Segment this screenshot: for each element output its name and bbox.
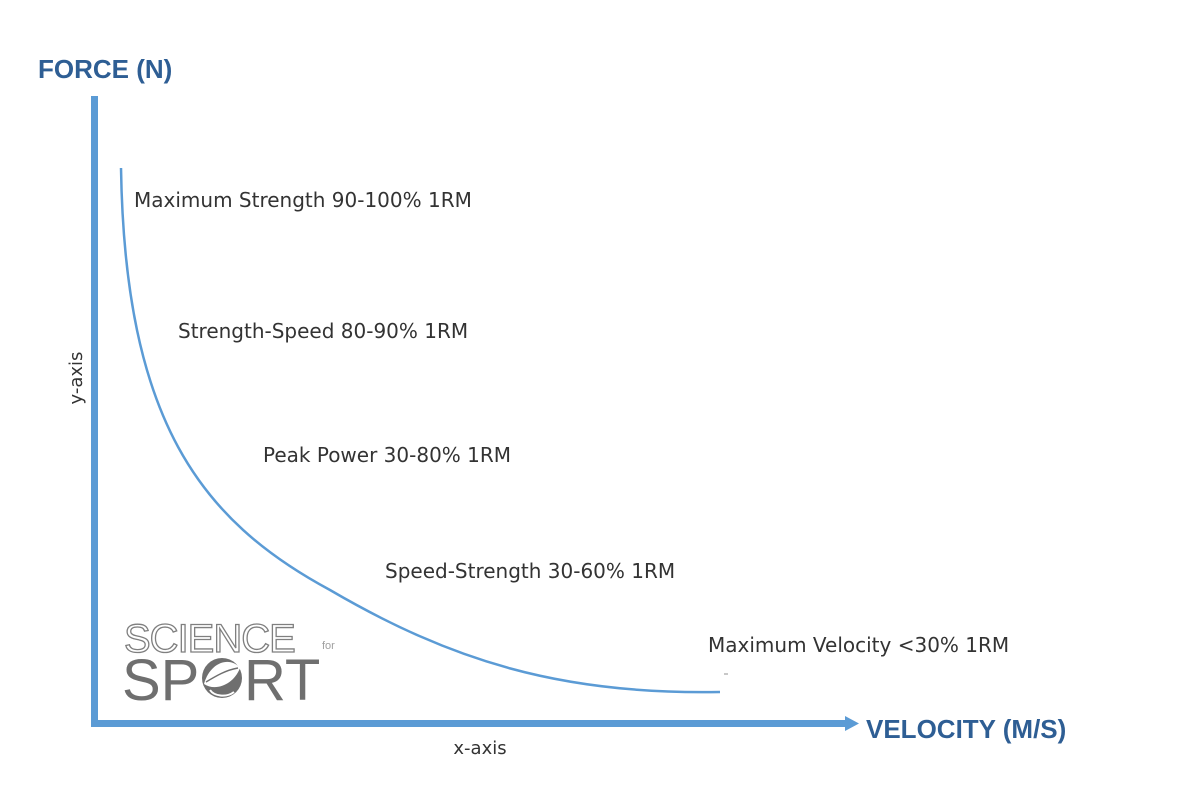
logo-for-text: for (322, 640, 335, 652)
force-velocity-curve (119, 167, 721, 694)
logo-rt-text: RT (244, 648, 320, 713)
zone-label-maximum-strength: Maximum Strength 90-100% 1RM (134, 188, 472, 212)
zone-label-strength-speed: Strength-Speed 80-90% 1RM (178, 319, 468, 343)
x-axis-line (91, 720, 849, 727)
x-axis-title: VELOCITY (M/S) (866, 714, 1066, 744)
y-axis-line (91, 96, 98, 726)
zone-label-speed-strength: Speed-Strength 30-60% 1RM (385, 559, 675, 583)
leaf-ball-icon (202, 658, 242, 698)
x-axis-arrow-icon (845, 716, 859, 731)
logo-science-text: SCIENCE (124, 617, 295, 661)
y-axis-title: FORCE (N) (38, 54, 172, 84)
curve-end-mark (724, 673, 728, 675)
logo-sp-text: SP (122, 648, 199, 713)
zone-label-peak-power: Peak Power 30-80% 1RM (263, 443, 511, 467)
science-for-sport-logo: SCIENCE for SP RT (122, 616, 335, 713)
x-axis-label: x-axis (453, 738, 506, 759)
zone-label-maximum-velocity: Maximum Velocity <30% 1RM (708, 633, 1009, 657)
y-axis-label: y-axis (66, 352, 87, 405)
